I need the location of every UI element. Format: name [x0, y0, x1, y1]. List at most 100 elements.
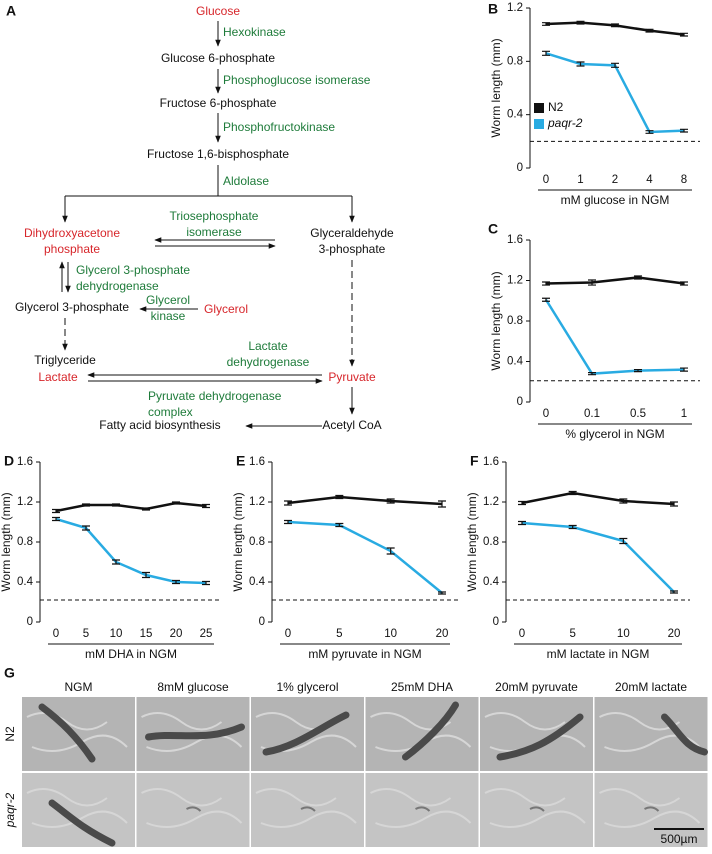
pathway-label: complex [148, 405, 193, 419]
y-tick-label: 0 [27, 616, 33, 628]
error-bar [611, 62, 619, 68]
micrograph [480, 773, 593, 847]
error-bar [619, 537, 628, 545]
micrograph [22, 773, 135, 847]
micrograph [594, 773, 708, 847]
y-tick-label: 1.2 [483, 496, 499, 508]
y-tick-label: 0.4 [17, 576, 34, 588]
error-bar [172, 501, 180, 505]
scale-bar-label: 500µm [661, 832, 698, 846]
y-tick-label: 0.4 [483, 576, 500, 588]
error-bar [568, 524, 577, 530]
pathway-label: Lactate [248, 339, 288, 353]
worm [661, 713, 708, 756]
error-bar [542, 50, 550, 56]
column-label: 25mM DHA [391, 680, 453, 694]
error-bar [670, 501, 678, 507]
error-bar [576, 20, 585, 25]
pathway-label: Hexokinase [223, 25, 286, 39]
x-tick-label: 20 [436, 628, 449, 640]
series-line [521, 491, 675, 506]
error-bar [438, 500, 446, 508]
pathway-label: Glycerol [204, 302, 248, 316]
y-tick-label: 1.6 [507, 234, 523, 246]
x-tick-label: 5 [336, 628, 342, 640]
x-tick-label: 1 [681, 408, 687, 420]
row-label: paqr-2 [3, 792, 17, 828]
x-tick-label: 20 [170, 628, 183, 640]
pathway-label: Fatty acid biosynthesis [99, 418, 220, 432]
series-line [55, 501, 207, 513]
error-bar [588, 372, 596, 376]
pathway-label: Pyruvate dehydrogenase [148, 389, 282, 403]
y-tick-label: 1.2 [249, 496, 265, 508]
micrograph [365, 697, 479, 771]
worm-body [262, 711, 350, 756]
pathway-label: Fructose 1,6-bisphosphate [147, 147, 289, 161]
y-tick-label: 0.8 [249, 536, 265, 548]
error-bar [202, 580, 210, 586]
error-bar [680, 367, 688, 372]
error-bar [202, 503, 210, 509]
x-tick-label: 0 [543, 174, 549, 186]
micrographs: G NGM 8mM glucose 1% glycerol 25mM DHA 20mM p… [3, 665, 708, 847]
micrograph [136, 773, 250, 847]
column-label: NGM [65, 680, 93, 694]
pathway-label: dehydrogenase [76, 279, 159, 293]
charts: B 0 0.4 0.8 1.2 Worm length (mm) 0 1 2 4 8 mM gluco… [0, 1, 700, 661]
larva [529, 806, 545, 812]
x-axis-label: mM glucose in NGM [561, 193, 670, 207]
x-tick-label: 8 [681, 174, 687, 186]
pathway-label: Dihydroxyacetone [24, 226, 120, 240]
x-tick-label: 4 [646, 174, 653, 186]
column-label: 1% glycerol [276, 680, 338, 694]
pathway-label: Glucose [196, 4, 240, 18]
chart: D 0 0.4 0.8 1.2 1.6 Worm length (mm) 0 5 10 15 20 25… [0, 453, 222, 661]
error-bar [518, 500, 526, 506]
panel-letter: G [4, 665, 15, 681]
panel-letter: E [236, 453, 245, 469]
worm [402, 701, 459, 761]
worm [48, 799, 116, 847]
error-bar [52, 516, 60, 522]
pathway-label: Triosephosphate [170, 209, 259, 223]
texture [141, 788, 243, 828]
pathway-label: Fructose 6-phosphate [160, 96, 277, 110]
pathway: Glucose Hexokinase Glucose 6-phosphate Phos… [15, 4, 394, 432]
series-line [521, 521, 675, 593]
error-bar [52, 508, 60, 514]
x-tick-label: 5 [83, 628, 89, 640]
x-axis-label: mM DHA in NGM [85, 647, 177, 661]
x-tick-label: 10 [110, 628, 123, 640]
pathway-label: kinase [151, 309, 186, 323]
error-bar [335, 494, 344, 500]
error-bar [142, 507, 150, 511]
error-bar [680, 281, 688, 286]
chart: E 0 0.4 0.8 1.2 1.6 Worm length (mm) 0 5 10 20 mM p… [231, 453, 458, 661]
column-label: 20mM lactate [615, 680, 687, 694]
x-tick-label: 0.1 [584, 408, 600, 420]
x-tick-label: 25 [200, 628, 213, 640]
y-tick-label: 0.8 [507, 55, 523, 67]
y-axis-label: Worm length (mm) [231, 492, 245, 591]
worm [38, 703, 96, 763]
y-axis-label: Worm length (mm) [0, 492, 13, 591]
y-tick-label: 1.6 [249, 456, 265, 468]
pathway-arrows [59, 21, 355, 429]
y-tick-label: 0 [517, 162, 523, 174]
error-bar [82, 525, 90, 531]
worm-body [402, 701, 459, 761]
row-label: N2 [3, 726, 17, 742]
error-bar [112, 503, 120, 507]
pathway-label: Phosphoglucose isomerase [223, 73, 371, 87]
y-tick-label: 0.8 [17, 536, 33, 548]
x-tick-label: 0 [519, 628, 525, 640]
error-bar [611, 23, 619, 28]
larva [644, 806, 660, 812]
pathway-label: Phosphofructokinase [223, 120, 335, 134]
x-tick-label: 5 [569, 628, 575, 640]
micrograph [594, 697, 708, 771]
column-label: 8mM glucose [157, 680, 229, 694]
error-bar [284, 500, 292, 506]
worm-body [38, 703, 96, 763]
